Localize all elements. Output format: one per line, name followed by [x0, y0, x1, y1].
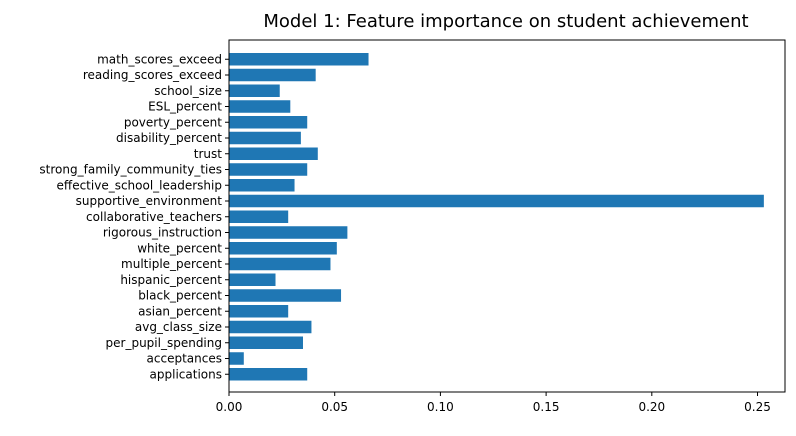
- bar-black_percent: [229, 289, 342, 302]
- y-tick-label: rigorous_instruction: [103, 226, 222, 240]
- y-tick-labels: math_scores_exceed reading_scores_exceeds…: [39, 52, 229, 381]
- bar-effective_school_leadership: [229, 179, 295, 192]
- bar-hispanic_percent: [229, 273, 276, 286]
- y-tick-label: hispanic_percent: [120, 273, 222, 287]
- bar-strong_family_community_ties: [229, 163, 308, 176]
- y-tick-label: effective_school_leadership: [57, 178, 222, 192]
- bar-per_pupil_spending: [229, 336, 303, 349]
- y-tick-label: acceptances: [147, 352, 222, 366]
- x-tick-label: 0.25: [744, 400, 771, 414]
- bar-ESL_percent: [229, 100, 291, 113]
- y-tick-label: ESL_percent: [148, 100, 222, 114]
- bar-asian_percent: [229, 305, 289, 318]
- bar-applications: [229, 368, 308, 381]
- y-tick-label: multiple_percent: [121, 257, 222, 271]
- y-tick-label: applications: [150, 367, 222, 381]
- bar-multiple_percent: [229, 257, 331, 271]
- bar-collaborative_teachers: [229, 210, 289, 223]
- y-tick-label: avg_class_size: [135, 320, 222, 334]
- bar-rigorous_instruction: [229, 226, 348, 239]
- y-tick-label: collaborative_teachers: [86, 210, 222, 224]
- bar-math_scores_exceed: [229, 53, 369, 66]
- bar-trust: [229, 147, 318, 160]
- plot-frame: [228, 39, 786, 393]
- x-tick-label: 0.15: [533, 400, 560, 414]
- bar-avg_class_size: [229, 320, 312, 334]
- y-tick-label: black_percent: [138, 289, 222, 303]
- x-tick-label: 0.20: [638, 400, 665, 414]
- bar-poverty_percent: [229, 116, 308, 129]
- y-tick-label: white_percent: [137, 241, 222, 255]
- y-tick-label: reading_scores_exceed: [83, 68, 222, 82]
- bar-disability_percent: [229, 131, 301, 145]
- y-tick-label: math_scores_exceed: [97, 52, 222, 66]
- x-tick-label: 0.10: [427, 400, 454, 414]
- y-tick-label: per_pupil_spending: [106, 336, 222, 350]
- y-tick-label: trust: [194, 147, 222, 161]
- x-tick-labels: 0.00 0.05 0.10 0.15 0.20 0.25: [216, 392, 771, 414]
- bar-acceptances: [229, 352, 244, 365]
- y-tick-label: supportive_environment: [76, 194, 223, 208]
- y-tick-label: poverty_percent: [124, 115, 222, 129]
- x-tick-label: 0.00: [216, 400, 243, 414]
- bar-supportive_environment: [229, 194, 764, 208]
- bar-white_percent: [229, 242, 337, 255]
- x-tick-label: 0.05: [321, 400, 348, 414]
- y-tick-label: school_size: [154, 84, 222, 98]
- bar-reading_scores_exceed: [229, 68, 316, 82]
- chart-title: Model 1: Feature importance on student a…: [263, 11, 748, 32]
- y-tick-label: disability_percent: [116, 131, 222, 145]
- bars-layer: [229, 53, 764, 381]
- y-tick-label: strong_family_community_ties: [39, 163, 222, 177]
- bar-school_size: [229, 84, 280, 97]
- y-tick-label: asian_percent: [138, 304, 222, 318]
